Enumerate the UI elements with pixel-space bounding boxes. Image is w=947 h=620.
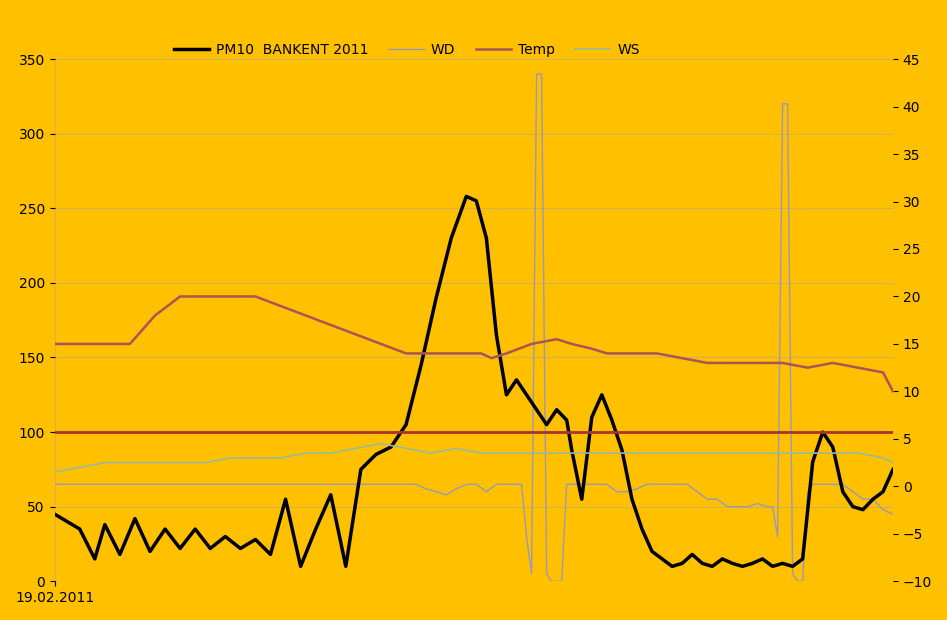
WS [335, 448, 347, 455]
WS [722, 450, 733, 457]
PM10  BANKENT 2011 [200, 538, 211, 546]
WS [887, 459, 899, 466]
WD [726, 503, 738, 510]
WS [531, 450, 543, 457]
Temp [49, 340, 61, 348]
WS [375, 440, 386, 448]
PM10  BANKENT 2011 [290, 540, 301, 547]
Line: WD: WD [55, 74, 893, 582]
Line: WS: WS [55, 444, 893, 472]
PM10  BANKENT 2011 [536, 414, 547, 421]
Temp [546, 337, 558, 344]
WS [200, 459, 211, 466]
Temp [531, 339, 543, 347]
WS [290, 451, 301, 459]
Temp [295, 310, 306, 317]
WD [546, 578, 558, 585]
WD [200, 480, 211, 488]
WD [335, 480, 347, 488]
WS [546, 450, 558, 457]
Temp [340, 327, 351, 334]
Temp [887, 388, 899, 395]
WD [49, 480, 61, 488]
Temp [174, 293, 186, 300]
PM10  BANKENT 2011 [295, 562, 306, 570]
Line: PM10  BANKENT 2011: PM10 BANKENT 2011 [55, 197, 893, 566]
WD [290, 480, 301, 488]
WD [531, 70, 543, 78]
PM10  BANKENT 2011 [726, 560, 738, 567]
WS [49, 468, 61, 476]
PM10  BANKENT 2011 [460, 193, 472, 200]
WD [551, 578, 563, 585]
PM10  BANKENT 2011 [551, 406, 563, 414]
PM10  BANKENT 2011 [49, 510, 61, 518]
WD [526, 570, 537, 578]
Legend: PM10  BANKENT 2011, WD, Temp, WS: PM10 BANKENT 2011, WD, Temp, WS [169, 37, 645, 63]
Temp [205, 293, 216, 300]
Temp [722, 359, 733, 366]
WD [887, 510, 899, 518]
Line: Temp: Temp [55, 296, 893, 391]
PM10  BANKENT 2011 [887, 466, 899, 473]
PM10  BANKENT 2011 [340, 562, 351, 570]
